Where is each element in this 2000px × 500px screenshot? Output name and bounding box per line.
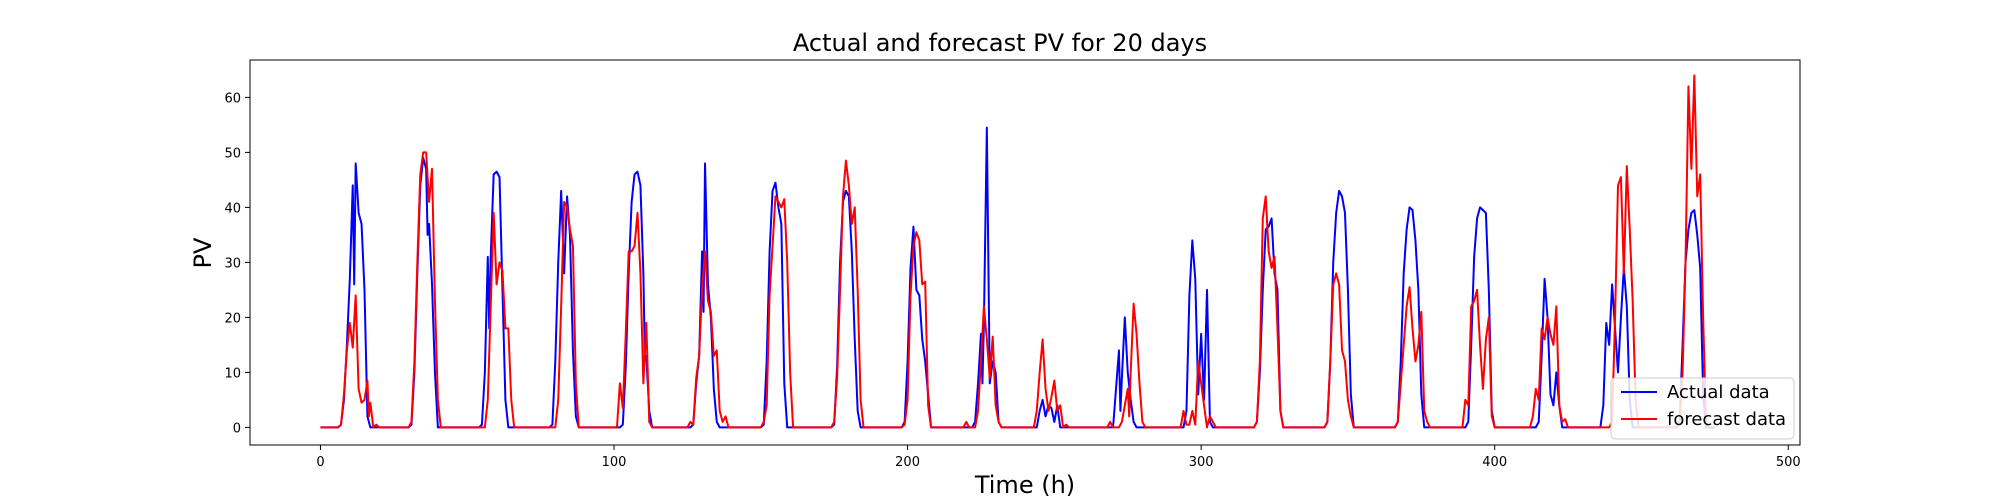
- x-tick-label: 200: [895, 455, 920, 470]
- series-line-forecast: [320, 74, 1710, 429]
- plot-area: [249, 59, 1801, 446]
- series-layer: [320, 74, 1715, 429]
- y-axis-label: PV: [189, 237, 217, 268]
- x-tick-label: 400: [1482, 455, 1507, 470]
- legend-label-forecast: forecast data: [1667, 409, 1786, 430]
- x-tick-label: 100: [602, 455, 627, 470]
- y-tick-label: 0: [233, 421, 241, 436]
- y-tick-label: 40: [224, 201, 241, 216]
- y-tick-label: 50: [224, 146, 241, 161]
- y-tick-label: 30: [224, 256, 241, 271]
- legend: Actual data forecast data: [1610, 377, 1795, 440]
- chart-title: Actual and forecast PV for 20 days: [793, 29, 1207, 57]
- x-tick-label: 300: [1189, 455, 1214, 470]
- y-tick-label: 20: [224, 311, 241, 326]
- x-axis: 0 100 200 300 400 500: [316, 445, 1801, 470]
- x-tick-label: 500: [1776, 455, 1801, 470]
- legend-box: [1610, 377, 1795, 440]
- x-axis-label: Time (h): [974, 471, 1075, 499]
- y-tick-label: 60: [224, 91, 241, 106]
- x-tick-label: 0: [316, 455, 324, 470]
- legend-label-actual: Actual data: [1667, 382, 1770, 403]
- y-axis: 0 10 20 30 40 50 60: [224, 91, 250, 436]
- y-tick-label: 10: [224, 366, 241, 381]
